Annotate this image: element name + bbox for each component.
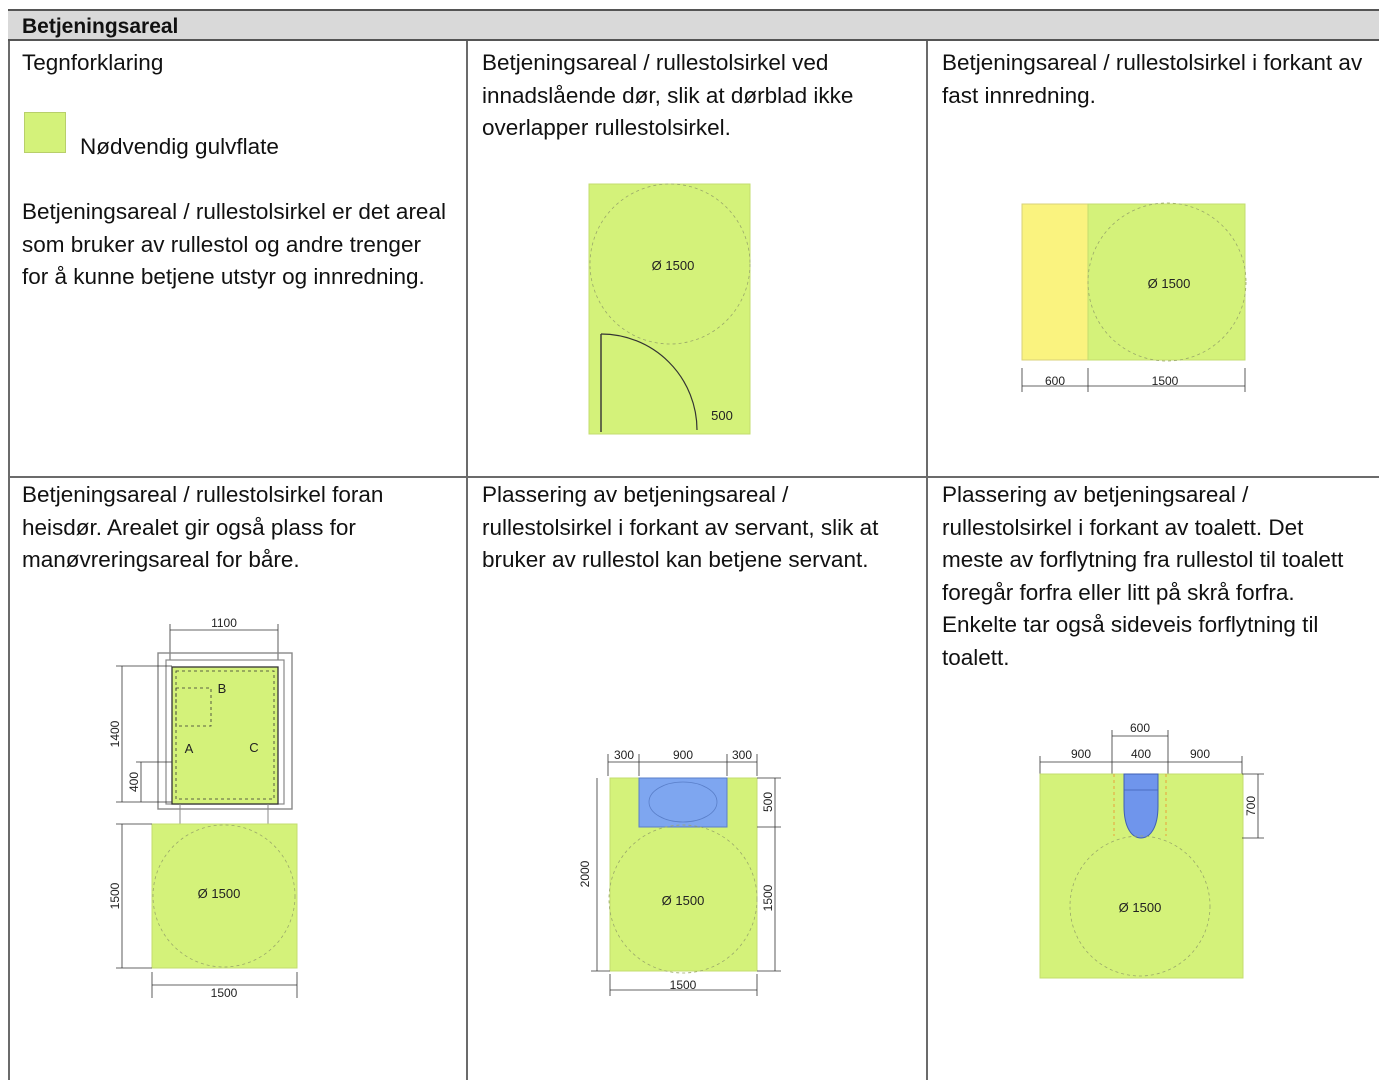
lift-car-floor [171,666,279,805]
lift-panel-b [175,687,212,727]
fixed-furniture-diagram: Ø 1500 600 1500 [1021,202,1247,392]
circle-label: Ø 1500 [662,893,705,908]
fixture-area [1021,203,1089,361]
door-width-label: 500 [711,408,733,423]
toilet-fixture [1123,773,1159,839]
dimension-label: 500 [761,792,775,812]
wheelchair-circle [152,824,296,968]
lift-diagram: 1100 B A C 1400 400 Ø 1500 1500 1500 [108,616,298,1000]
label-c: C [249,740,258,755]
lift-caption: Betjeningsareal / rullestolsirkel foran … [22,482,384,572]
circle-label: Ø 1500 [198,886,241,901]
dimension-label: 900 [1071,747,1091,761]
door-swing-arc [600,333,698,431]
grid-line [926,41,928,1080]
dimension-label: 900 [1190,747,1210,761]
dimension-label: 300 [614,748,634,762]
dimension-label: 2000 [578,860,592,887]
circle-label: Ø 1500 [1119,900,1162,915]
dimension-label: 400 [127,772,141,792]
dimension-label: 400 [1131,747,1151,761]
circle-label: Ø 1500 [652,258,695,273]
fixed-caption: Betjeningsareal / rullestolsirkel i fork… [942,50,1363,108]
floor-area [151,823,298,969]
wheelchair-circle [608,824,758,974]
grid-line [466,41,468,1080]
dimension-label: 600 [1130,721,1150,735]
dimension-label: 1100 [211,616,237,630]
door-caption: Betjeningsareal / rullestolsirkel ved in… [482,50,854,140]
dimension-label: 1400 [108,720,122,747]
dimension-label: 600 [1045,374,1065,388]
lift-car-dashed [175,670,275,800]
legend-description: Betjeningsareal / rullestolsirkel er det… [22,199,446,289]
door-diagram: Ø 1500 500 [588,183,751,435]
circle-label: Ø 1500 [1148,276,1191,291]
legend-swatch-label: Nødvendig gulvflate [80,134,279,159]
floor-area [1087,203,1246,361]
label-b: B [218,681,227,696]
legend-title: Tegnforklaring [22,50,164,75]
sink-basin [648,781,718,823]
dimension-label: 1500 [1152,374,1179,388]
toilet-caption: Plassering av betjeningsareal / rullesto… [942,482,1344,670]
dimension-label: 300 [732,748,752,762]
grid-line [8,476,1379,478]
toilet-diagram: 600 900 400 900 Ø 1500 700 [1039,721,1264,979]
sink-fixture [638,777,728,828]
wheelchair-circle [1069,835,1211,977]
floor-area [588,183,751,435]
wheelchair-circle [1087,202,1247,362]
lift-shaft-wall [157,652,293,810]
dimension-label: 1500 [761,884,775,911]
grid-line [8,41,10,1080]
legend-swatch [24,112,66,153]
label-a: A [185,741,194,756]
dimension-label: 1500 [108,882,122,909]
wheelchair-circle [589,183,751,345]
table-header: Betjeningsareal [8,9,1379,41]
sink-caption: Plassering av betjeningsareal / rullesto… [482,482,879,572]
table-title: Betjeningsareal [22,15,179,38]
dimension-label: 1500 [670,978,697,992]
dimension-label: 700 [1244,796,1258,816]
dimension-label: 900 [673,748,693,762]
dimension-label: 1500 [211,986,238,1000]
sink-diagram: 300 900 300 Ø 1500 2000 500 1500 1500 [578,748,781,996]
